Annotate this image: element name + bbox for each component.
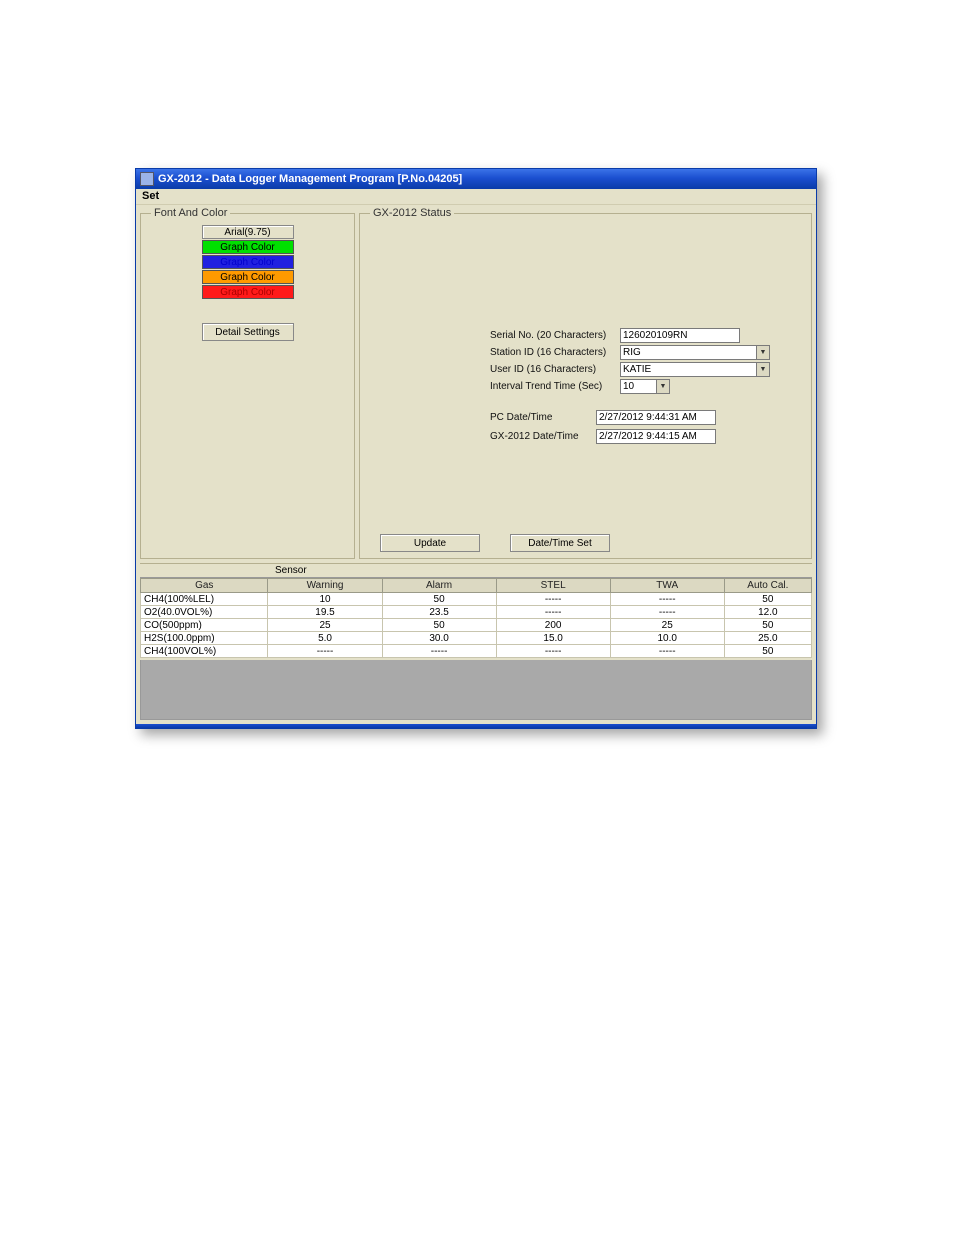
chevron-down-icon[interactable]: ▼ [756,346,769,359]
gx-datetime-value: 2/27/2012 9:44:15 AM [596,429,716,444]
table-cell: H2S(100.0ppm) [141,632,268,645]
sensor-col-stel[interactable]: STEL [496,579,610,593]
table-cell: ----- [382,645,496,658]
font-and-color-panel: Font And Color Arial(9.75) Graph ColorGr… [140,207,355,559]
table-cell: 25 [610,619,724,632]
table-cell: 50 [724,593,811,606]
table-cell: 19.5 [268,606,382,619]
table-cell: 25.0 [724,632,811,645]
menu-set[interactable]: Set [142,190,159,202]
table-cell: 50 [382,619,496,632]
sensor-col-gas[interactable]: Gas [141,579,268,593]
table-cell: ----- [610,645,724,658]
table-cell: CH4(100%LEL) [141,593,268,606]
chevron-down-icon[interactable]: ▼ [756,363,769,376]
table-cell: CH4(100VOL%) [141,645,268,658]
table-cell: 50 [724,619,811,632]
interval-label: Interval Trend Time (Sec) [490,381,620,392]
table-cell: 12.0 [724,606,811,619]
table-row[interactable]: CH4(100VOL%)--------------------50 [141,645,812,658]
table-cell: 25 [268,619,382,632]
station-label: Station ID (16 Characters) [490,347,620,358]
window-title: GX-2012 - Data Logger Management Program… [158,173,462,185]
station-id-combo[interactable]: RIG ▼ [620,345,770,360]
station-id-value: RIG [621,346,756,359]
table-row[interactable]: CH4(100%LEL)1050----------50 [141,593,812,606]
font-button[interactable]: Arial(9.75) [202,225,294,239]
pc-datetime-value: 2/27/2012 9:44:31 AM [596,410,716,425]
graph-color-button-3[interactable]: Graph Color [202,285,294,299]
table-cell: ----- [268,645,382,658]
sensor-section: Sensor GasWarningAlarmSTELTWAAuto Cal. C… [140,563,812,658]
table-row[interactable]: CO(500ppm)25502002550 [141,619,812,632]
interval-value: 10 [621,380,656,393]
graph-color-button-2[interactable]: Graph Color [202,270,294,284]
interval-combo[interactable]: 10 ▼ [620,379,670,394]
table-cell: 10 [268,593,382,606]
sensor-col-warning[interactable]: Warning [268,579,382,593]
sensor-col-alarm[interactable]: Alarm [382,579,496,593]
sensor-col-auto-cal-[interactable]: Auto Cal. [724,579,811,593]
app-icon [140,172,154,186]
table-cell: CO(500ppm) [141,619,268,632]
graph-color-button-0[interactable]: Graph Color [202,240,294,254]
detail-settings-button[interactable]: Detail Settings [202,323,294,341]
table-cell: ----- [496,606,610,619]
datetime-set-button[interactable]: Date/Time Set [510,534,610,552]
font-color-legend: Font And Color [151,207,230,219]
sensor-table: GasWarningAlarmSTELTWAAuto Cal. CH4(100%… [140,578,812,658]
sensor-col-twa[interactable]: TWA [610,579,724,593]
titlebar: GX-2012 - Data Logger Management Program… [136,169,816,189]
table-cell: ----- [610,606,724,619]
serial-label: Serial No. (20 Characters) [490,330,620,341]
user-id-combo[interactable]: KATIE ▼ [620,362,770,377]
pc-datetime-label: PC Date/Time [490,412,590,423]
update-button[interactable]: Update [380,534,480,552]
sensor-header: Sensor [140,564,812,578]
status-legend: GX-2012 Status [370,207,454,219]
table-cell: 50 [382,593,496,606]
table-cell: 50 [724,645,811,658]
table-cell: ----- [496,645,610,658]
graph-color-button-1[interactable]: Graph Color [202,255,294,269]
table-row[interactable]: H2S(100.0ppm)5.030.015.010.025.0 [141,632,812,645]
table-cell: O2(40.0VOL%) [141,606,268,619]
table-cell: 200 [496,619,610,632]
app-window: GX-2012 - Data Logger Management Program… [135,168,817,729]
menubar: Set [136,189,816,205]
gx-status-panel: GX-2012 Status Serial No. (20 Characters… [359,207,812,559]
table-row[interactable]: O2(40.0VOL%)19.523.5----------12.0 [141,606,812,619]
user-id-value: KATIE [621,363,756,376]
gx-datetime-label: GX-2012 Date/Time [490,431,590,442]
table-cell: 23.5 [382,606,496,619]
window-bottom-border [136,724,816,728]
table-cell: 30.0 [382,632,496,645]
table-cell: 10.0 [610,632,724,645]
table-cell: ----- [496,593,610,606]
user-label: User ID (16 Characters) [490,364,620,375]
serial-value: 126020109RN [620,328,740,343]
table-empty-area [140,660,812,720]
table-cell: 5.0 [268,632,382,645]
table-cell: ----- [610,593,724,606]
chevron-down-icon[interactable]: ▼ [656,380,669,393]
table-cell: 15.0 [496,632,610,645]
